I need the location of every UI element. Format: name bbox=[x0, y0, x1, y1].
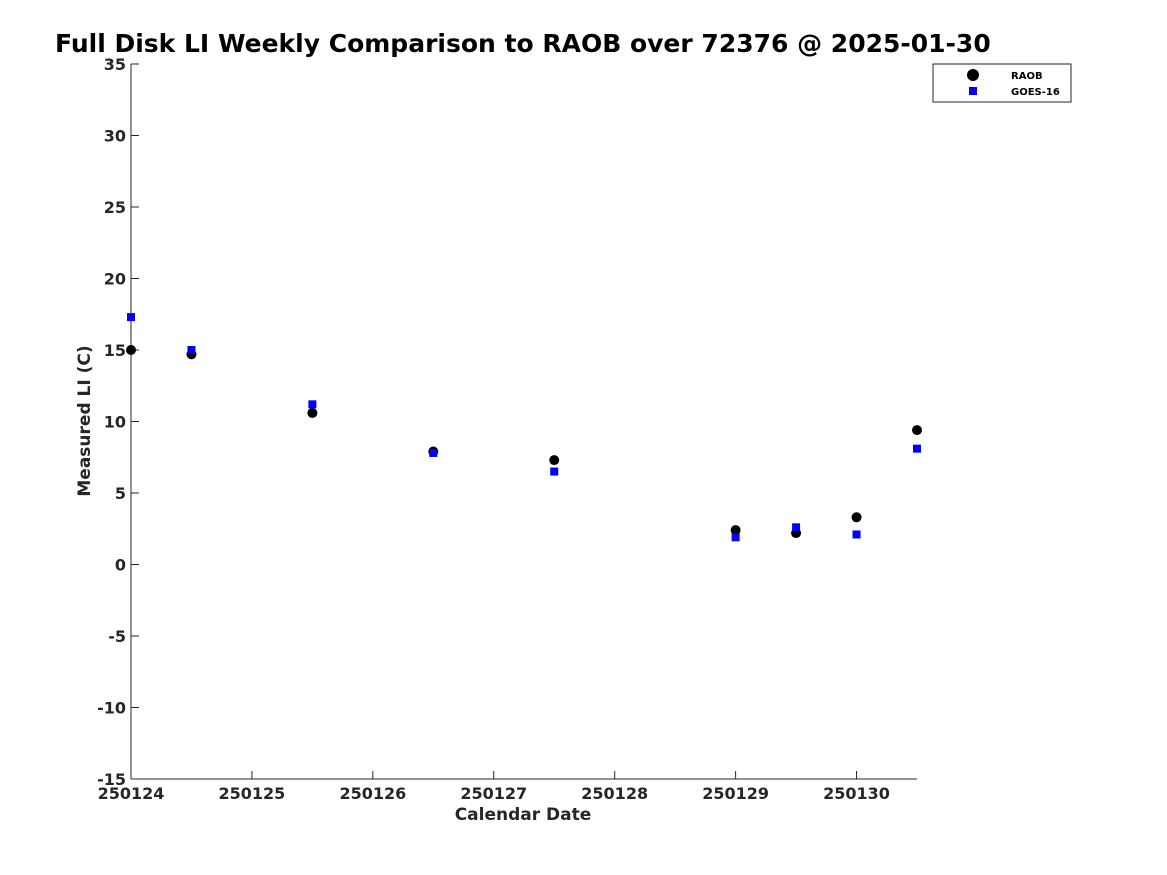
y-tick-label: 10 bbox=[104, 413, 126, 432]
y-tick-label: 15 bbox=[104, 341, 126, 360]
data-point-raob bbox=[126, 345, 136, 355]
data-point-raob bbox=[851, 512, 862, 523]
x-tick-label: 250130 bbox=[823, 784, 890, 803]
y-tick-label: -15 bbox=[97, 770, 126, 789]
y-tick-label: 25 bbox=[104, 198, 126, 217]
legend-marker-goes16 bbox=[969, 87, 977, 95]
data-point-goes16 bbox=[792, 523, 801, 532]
data-point-goes16 bbox=[852, 530, 861, 539]
legend-label-goes16: GOES-16 bbox=[1011, 87, 1060, 98]
y-tick-label: 20 bbox=[104, 270, 126, 289]
x-tick-label: 250125 bbox=[219, 784, 286, 803]
y-tick-label: 35 bbox=[104, 55, 126, 74]
legend-marker-raob bbox=[967, 69, 979, 81]
chart-title: Full Disk LI Weekly Comparison to RAOB o… bbox=[55, 29, 991, 58]
legend: RAOB GOES-16 bbox=[932, 63, 1072, 103]
data-point-goes16 bbox=[187, 346, 196, 354]
x-tick-label: 250129 bbox=[702, 784, 769, 803]
data-point-raob bbox=[307, 407, 318, 418]
legend-box bbox=[932, 63, 1072, 103]
x-axis-ticks: 250124 250125 250126 250127 250128 250129 2501… bbox=[98, 771, 890, 803]
x-axis-label: Calendar Date bbox=[455, 805, 592, 825]
y-tick-label: -5 bbox=[108, 627, 126, 646]
legend-label-raob: RAOB bbox=[1011, 71, 1043, 82]
x-tick-label: 250127 bbox=[460, 784, 527, 803]
data-point-raob bbox=[549, 455, 560, 466]
data-points bbox=[126, 313, 922, 542]
data-point-raob bbox=[912, 425, 922, 436]
data-point-goes16 bbox=[731, 533, 740, 542]
y-axis-ticks: 35 30 25 20 15 10 5 0 -5 -10 -15 bbox=[97, 55, 139, 789]
data-point-goes16 bbox=[550, 467, 559, 476]
y-axis-label: Measured LI (C) bbox=[75, 345, 95, 496]
x-tick-label: 250124 bbox=[98, 784, 165, 803]
data-point-goes16 bbox=[127, 313, 135, 322]
y-tick-label: 5 bbox=[115, 484, 126, 503]
y-tick-label: 0 bbox=[115, 556, 126, 575]
data-point-raob bbox=[730, 525, 741, 536]
x-tick-label: 250128 bbox=[581, 784, 648, 803]
data-point-goes16 bbox=[308, 400, 317, 409]
data-point-goes16 bbox=[913, 444, 921, 453]
x-tick-label: 250126 bbox=[339, 784, 406, 803]
y-tick-label: -10 bbox=[97, 699, 126, 718]
data-point-goes16 bbox=[429, 448, 438, 457]
y-tick-label: 30 bbox=[104, 127, 126, 146]
